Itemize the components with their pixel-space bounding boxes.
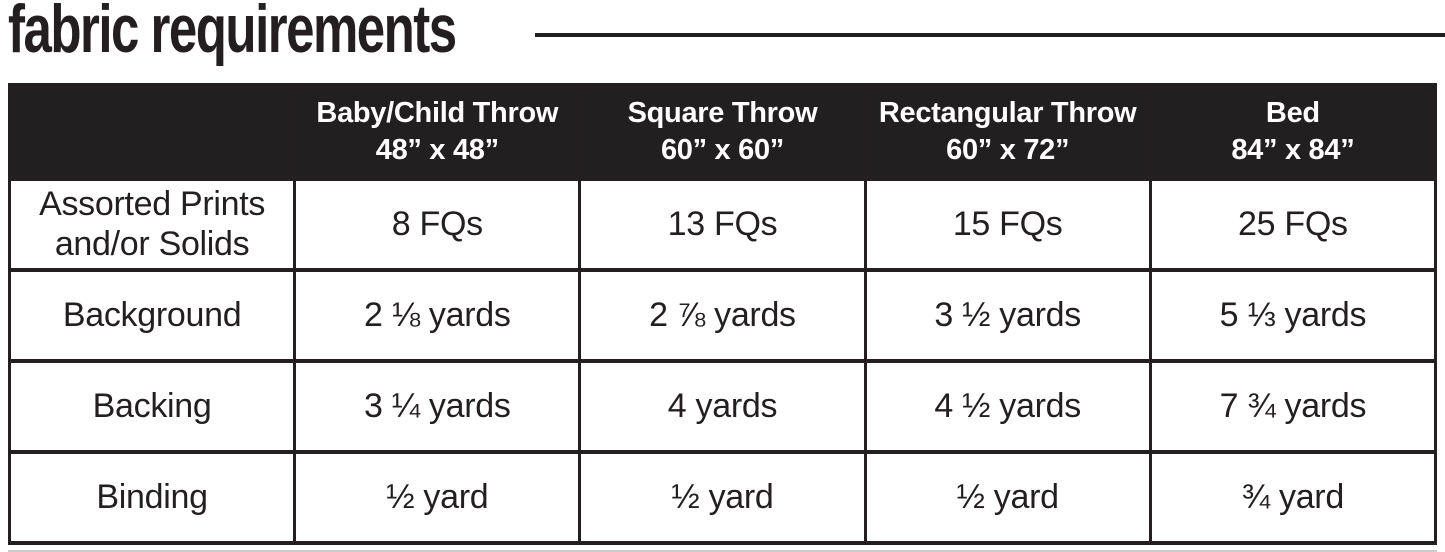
cell-assorted-square: 13 FQs (578, 177, 867, 272)
row-label-assorted-prints: Assorted Prints and/or Solids (7, 177, 297, 272)
cell-backing-baby-child: 3 ¼ yards (293, 359, 582, 454)
cropped-next-line (8, 550, 1437, 552)
cell-assorted-bed: 25 FQs (1148, 177, 1438, 272)
cell-backing-square: 4 yards (578, 359, 867, 454)
fabric-requirements-table: Baby/Child Throw 48” x 48” Square Throw … (7, 83, 1438, 545)
header-baby-child-throw: Baby/Child Throw 48” x 48” (293, 83, 582, 181)
header-corner-cell (7, 83, 297, 181)
table-header-row: Baby/Child Throw 48” x 48” Square Throw … (7, 83, 1438, 181)
cell-assorted-baby-child: 8 FQs (293, 177, 582, 272)
row-label-backing: Backing (7, 359, 297, 454)
table-header: Baby/Child Throw 48” x 48” Square Throw … (7, 83, 1438, 181)
cell-backing-bed: 7 ¾ yards (1148, 359, 1438, 454)
cell-background-square: 2 ⅞ yards (578, 268, 867, 363)
cell-backing-rectangular: 4 ½ yards (863, 359, 1152, 454)
table-row-background: Background 2 ⅛ yards 2 ⅞ yards 3 ½ yards… (7, 268, 1438, 363)
row-label-binding: Binding (7, 450, 297, 545)
table-body: Assorted Prints and/or Solids 8 FQs 13 F… (7, 177, 1438, 545)
cell-binding-bed: ¾ yard (1148, 450, 1438, 545)
cell-binding-rectangular: ½ yard (863, 450, 1152, 545)
header-bed: Bed 84” x 84” (1148, 83, 1438, 181)
title-rule-divider (535, 33, 1445, 37)
cell-background-baby-child: 2 ⅛ yards (293, 268, 582, 363)
cell-assorted-rectangular: 15 FQs (863, 177, 1152, 272)
header-rectangular-throw: Rectangular Throw 60” x 72” (863, 83, 1152, 181)
table-row-binding: Binding ½ yard ½ yard ½ yard ¾ yard (7, 450, 1438, 545)
table-row-backing: Backing 3 ¼ yards 4 yards 4 ½ yards 7 ¾ … (7, 359, 1438, 454)
table-row-assorted-prints: Assorted Prints and/or Solids 8 FQs 13 F… (7, 177, 1438, 272)
cell-binding-baby-child: ½ yard (293, 450, 582, 545)
page-title: fabric requirements (8, 0, 457, 67)
cell-background-rectangular: 3 ½ yards (863, 268, 1152, 363)
cell-background-bed: 5 ⅓ yards (1148, 268, 1438, 363)
header-square-throw: Square Throw 60” x 60” (578, 83, 867, 181)
cell-binding-square: ½ yard (578, 450, 867, 545)
row-label-background: Background (7, 268, 297, 363)
